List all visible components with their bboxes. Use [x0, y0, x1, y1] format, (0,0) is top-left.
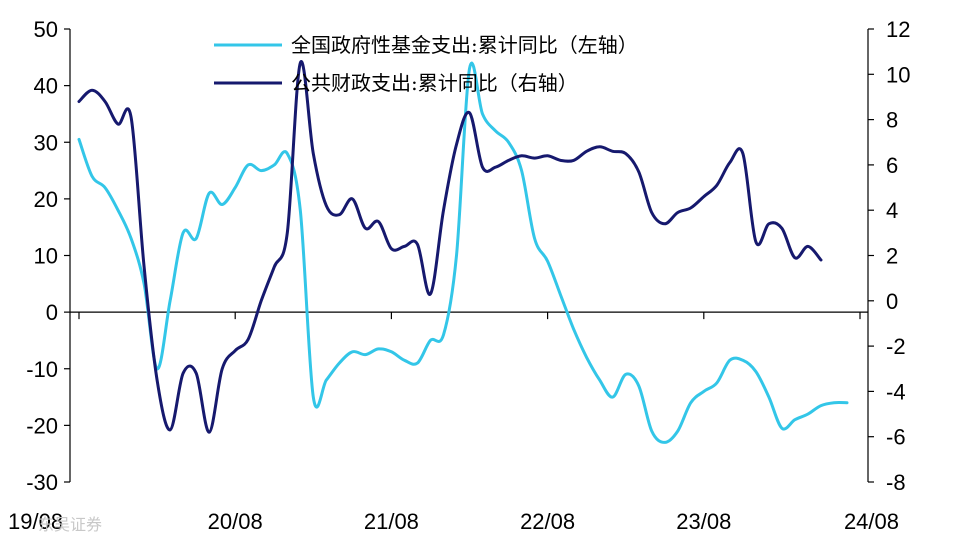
- left-tick-label: -30: [26, 470, 58, 495]
- legend: 全国政府性基金支出:累计同比（左轴） 公共财政支出:累计同比（右轴）: [214, 33, 638, 95]
- right-tick-label: 6: [886, 153, 898, 178]
- right-tick-label: -2: [886, 334, 906, 359]
- x-tick-label: 23/08: [676, 509, 731, 534]
- x-tick-label: 24/08: [844, 509, 899, 534]
- x-tick-label: 19/08: [8, 509, 63, 534]
- watermark: 东吴证券: [38, 515, 102, 534]
- legend-label: 公共财政支出:累计同比（右轴）: [291, 71, 578, 95]
- legend-label: 全国政府性基金支出:累计同比（左轴）: [291, 33, 638, 57]
- left-tick-label: 50: [34, 17, 58, 42]
- right-tick-label: -8: [886, 470, 906, 495]
- left-tick-label: 30: [34, 130, 58, 155]
- right-tick-label: 4: [886, 198, 898, 223]
- left-tick-label: -10: [26, 357, 58, 382]
- series-layer: [77, 60, 849, 444]
- left-tick-label: -20: [26, 413, 58, 438]
- left-tick-label: 20: [34, 187, 58, 212]
- x-tick-label: 20/08: [208, 509, 263, 534]
- x-tick-label: 22/08: [520, 509, 575, 534]
- right-tick-label: 8: [886, 108, 898, 133]
- left-tick-label: 10: [34, 244, 58, 269]
- watermark-text: 东吴证券: [38, 515, 102, 534]
- axes: [69, 29, 869, 482]
- series-line-public-expenditure: [77, 60, 823, 434]
- right-tick-label: 12: [886, 17, 910, 42]
- x-tick-label: 21/08: [364, 509, 419, 534]
- x-axis-ticks: 19/08 20/08 21/08 22/08 23/08 24/08: [8, 312, 899, 534]
- right-tick-label: 10: [886, 62, 910, 87]
- right-tick-label: -4: [886, 379, 906, 404]
- series-line-fund-expenditure: [77, 61, 849, 444]
- left-tick-label: 0: [46, 300, 58, 325]
- right-tick-label: 2: [886, 244, 898, 269]
- right-tick-label: -6: [886, 425, 906, 450]
- left-tick-label: 40: [34, 74, 58, 99]
- right-tick-label: 0: [886, 289, 898, 314]
- right-y-axis-ticks: 12 10 8 6 4 2 0 -2 -4 -6 -8: [868, 17, 910, 495]
- left-y-axis-ticks: 50 40 30 20 10 0 -10 -20 -30: [26, 17, 70, 495]
